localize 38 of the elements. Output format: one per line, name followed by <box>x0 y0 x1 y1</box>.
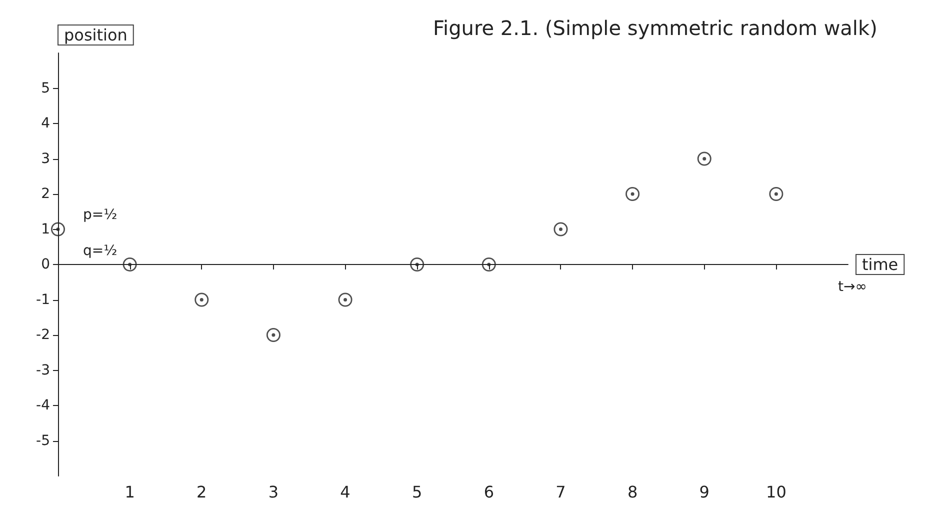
y-tick-label: 0 <box>41 256 50 272</box>
x-tick-label: 8 <box>627 482 638 502</box>
y-tick-label: 5 <box>41 80 50 96</box>
y-tick-label: 1 <box>41 221 50 238</box>
y-tick-label: 2 <box>41 186 50 202</box>
x-tick-label: 4 <box>340 482 350 502</box>
y-axis-title: position <box>64 26 128 44</box>
x-tick-label: 1 <box>124 482 135 502</box>
point <box>482 258 496 272</box>
x-tick-label: 3 <box>268 482 279 502</box>
point <box>769 187 784 201</box>
point <box>626 187 640 201</box>
x-tick-label: 5 <box>412 482 422 502</box>
x-tick-label: 9 <box>699 482 710 502</box>
y-tick-label: 3 <box>41 150 50 167</box>
x-axis-title: time <box>862 255 898 274</box>
x-tick-label: 10 <box>766 482 786 502</box>
chart-title: Figure 2.1. (Simple symmetric random walk) <box>433 16 878 40</box>
annotation: q=½ <box>83 243 118 259</box>
point <box>554 222 568 236</box>
x-tick-label: 6 <box>484 482 494 502</box>
x-tick-label: 2 <box>196 482 207 502</box>
y-tick-label: -2 <box>36 327 50 343</box>
point <box>194 292 209 307</box>
y-tick-label: -4 <box>36 398 50 414</box>
y-tick-label: -1 <box>36 292 50 308</box>
point <box>122 258 137 272</box>
annotation: t→∞ <box>838 279 867 295</box>
y-tick-label: 4 <box>41 116 50 132</box>
point <box>266 328 280 342</box>
point <box>338 292 352 307</box>
point <box>410 258 424 272</box>
annotation: p=½ <box>83 207 118 223</box>
y-tick-label: -5 <box>36 432 50 449</box>
point <box>697 152 712 166</box>
x-tick-label: 7 <box>556 482 566 502</box>
y-tick-label: -3 <box>36 362 50 378</box>
point <box>51 222 65 236</box>
